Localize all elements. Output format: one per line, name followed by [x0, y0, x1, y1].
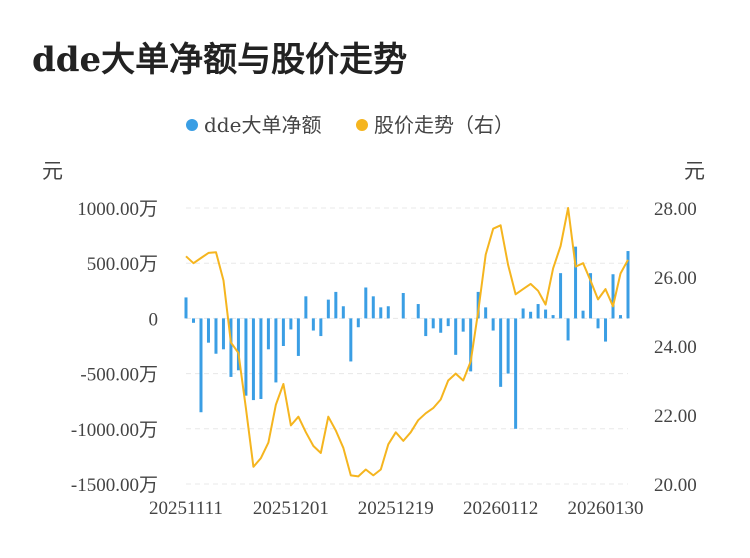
dde-bar [446, 318, 450, 327]
left-tick-label: 0 [149, 309, 159, 330]
x-tick-label: 20251219 [358, 498, 434, 519]
dde-bar [371, 296, 375, 319]
dde-bar [544, 309, 548, 319]
dde-bar [281, 318, 285, 346]
dde-bar [304, 296, 308, 319]
dde-bar [439, 318, 443, 333]
dde-bar [619, 315, 623, 319]
legend-marker-dde [186, 119, 198, 131]
dde-bar [596, 318, 600, 329]
dde-bar [551, 315, 555, 319]
dde-bar [326, 299, 330, 319]
dde-bar [206, 318, 210, 343]
dde-bar [469, 318, 473, 372]
x-axis: 20251111 20251201 20251219 20260112 20260130 [149, 498, 643, 519]
right-tick-label: 28.00 [654, 199, 697, 220]
dde-bar [274, 318, 278, 383]
dde-bar [611, 274, 615, 319]
x-tick-label: 20251111 [149, 498, 223, 519]
dde-bar [334, 291, 338, 319]
left-tick-label: -1000.00万 [71, 420, 158, 441]
dde-bar [484, 307, 488, 319]
dde-bar [311, 318, 315, 331]
left-axis-unit: 元 [42, 159, 63, 183]
dde-bar [379, 307, 383, 319]
dde-bar [454, 318, 458, 355]
dde-bar [356, 318, 360, 328]
dde-bar [319, 318, 323, 337]
right-tick-label: 20.00 [654, 475, 697, 496]
dde-bar [296, 318, 300, 356]
dde-bar [536, 304, 540, 319]
left-axis: 1000.00万 500.00万 0 -500.00万 -1000.00万 -1500.0… [71, 199, 158, 496]
price-line-path [185, 207, 629, 478]
dde-bar [199, 318, 203, 413]
right-tick-label: 24.00 [654, 337, 697, 358]
dde-bar [401, 293, 405, 319]
dde-bar [266, 318, 270, 350]
dde-bar [566, 318, 570, 341]
dde-bar [626, 251, 630, 319]
x-tick-label: 20251201 [253, 498, 329, 519]
dde-bar [349, 318, 353, 362]
legend-marker-price [356, 119, 368, 131]
dde-bar [431, 318, 435, 329]
dde-bar [214, 318, 218, 354]
chart-title: dde大单净额与股价走势 [32, 40, 408, 80]
legend-label-dde: dde大单净额 [204, 113, 321, 137]
dde-bar [514, 318, 518, 429]
dde-bar [581, 310, 585, 319]
dde-bar [289, 318, 293, 330]
dde-bar [499, 318, 503, 387]
dde-bars [184, 246, 630, 429]
dde-bar [559, 273, 563, 319]
dde-bar [184, 297, 188, 319]
dde-bar [529, 311, 533, 319]
right-tick-label: 22.00 [654, 406, 697, 427]
dde-bar [589, 273, 593, 319]
dde-bar [574, 246, 578, 319]
dde-bar [244, 318, 248, 396]
left-tick-label: 500.00万 [87, 254, 158, 275]
left-tick-label: -1500.00万 [71, 475, 158, 496]
dde-bar [341, 306, 345, 319]
dde-bar [506, 318, 510, 374]
dde-bar [236, 318, 240, 371]
right-tick-label: 26.00 [654, 268, 697, 289]
dde-bar [251, 318, 255, 401]
dde-bar [191, 318, 195, 323]
dde-bar [221, 318, 225, 350]
dde-bar [521, 308, 525, 319]
dde-bar [424, 318, 428, 337]
dde-bar [491, 318, 495, 331]
dde-bar [604, 318, 608, 342]
dde-bar [386, 306, 390, 319]
legend: dde大单净额 股价走势（右） [186, 113, 514, 137]
legend-label-price: 股价走势（右） [374, 113, 514, 137]
dde-bar [461, 318, 465, 332]
left-tick-label: 1000.00万 [77, 199, 158, 220]
x-tick-label: 20260112 [463, 498, 538, 519]
left-tick-label: -500.00万 [80, 365, 158, 386]
dde-bar [416, 304, 420, 319]
dde-bar [364, 287, 368, 319]
price-line [185, 207, 629, 478]
x-tick-label: 20260130 [568, 498, 644, 519]
dde-bar [229, 318, 233, 377]
right-axis-unit: 元 [684, 159, 705, 183]
dde-bar [259, 318, 263, 399]
right-axis: 28.00 26.00 24.00 22.00 20.00 [654, 199, 697, 496]
